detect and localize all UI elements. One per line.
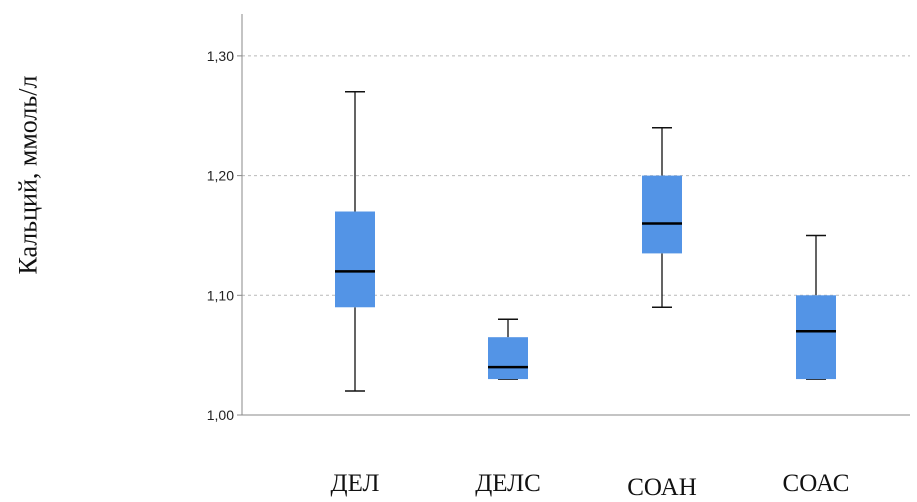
- boxes: [335, 91, 836, 392]
- y-tick-label: 1,00: [207, 407, 234, 423]
- box-4: [796, 234, 836, 380]
- axes: [241, 14, 910, 416]
- x-category-label: СОАН: [627, 474, 697, 501]
- box-3: [642, 126, 682, 309]
- iqr-box: [642, 175, 682, 254]
- iqr-box: [335, 211, 375, 308]
- box-1: [335, 91, 375, 392]
- y-tick-label: 1,30: [207, 48, 234, 64]
- iqr-box: [488, 337, 528, 380]
- y-tick-label: 1,20: [207, 168, 234, 184]
- box-2: [488, 318, 528, 380]
- x-category-label: ДЕЛС: [475, 470, 541, 497]
- y-tick-labels: 1,00 1,10 1,20 1,30: [207, 48, 242, 423]
- iqr-box: [796, 295, 836, 380]
- y-tick-label: 1,10: [207, 287, 234, 303]
- x-category-label: ДЕЛ: [330, 470, 380, 497]
- x-category-label: СОАС: [782, 470, 850, 497]
- y-axis-label-text: Кальций, ммоль/л: [13, 75, 42, 275]
